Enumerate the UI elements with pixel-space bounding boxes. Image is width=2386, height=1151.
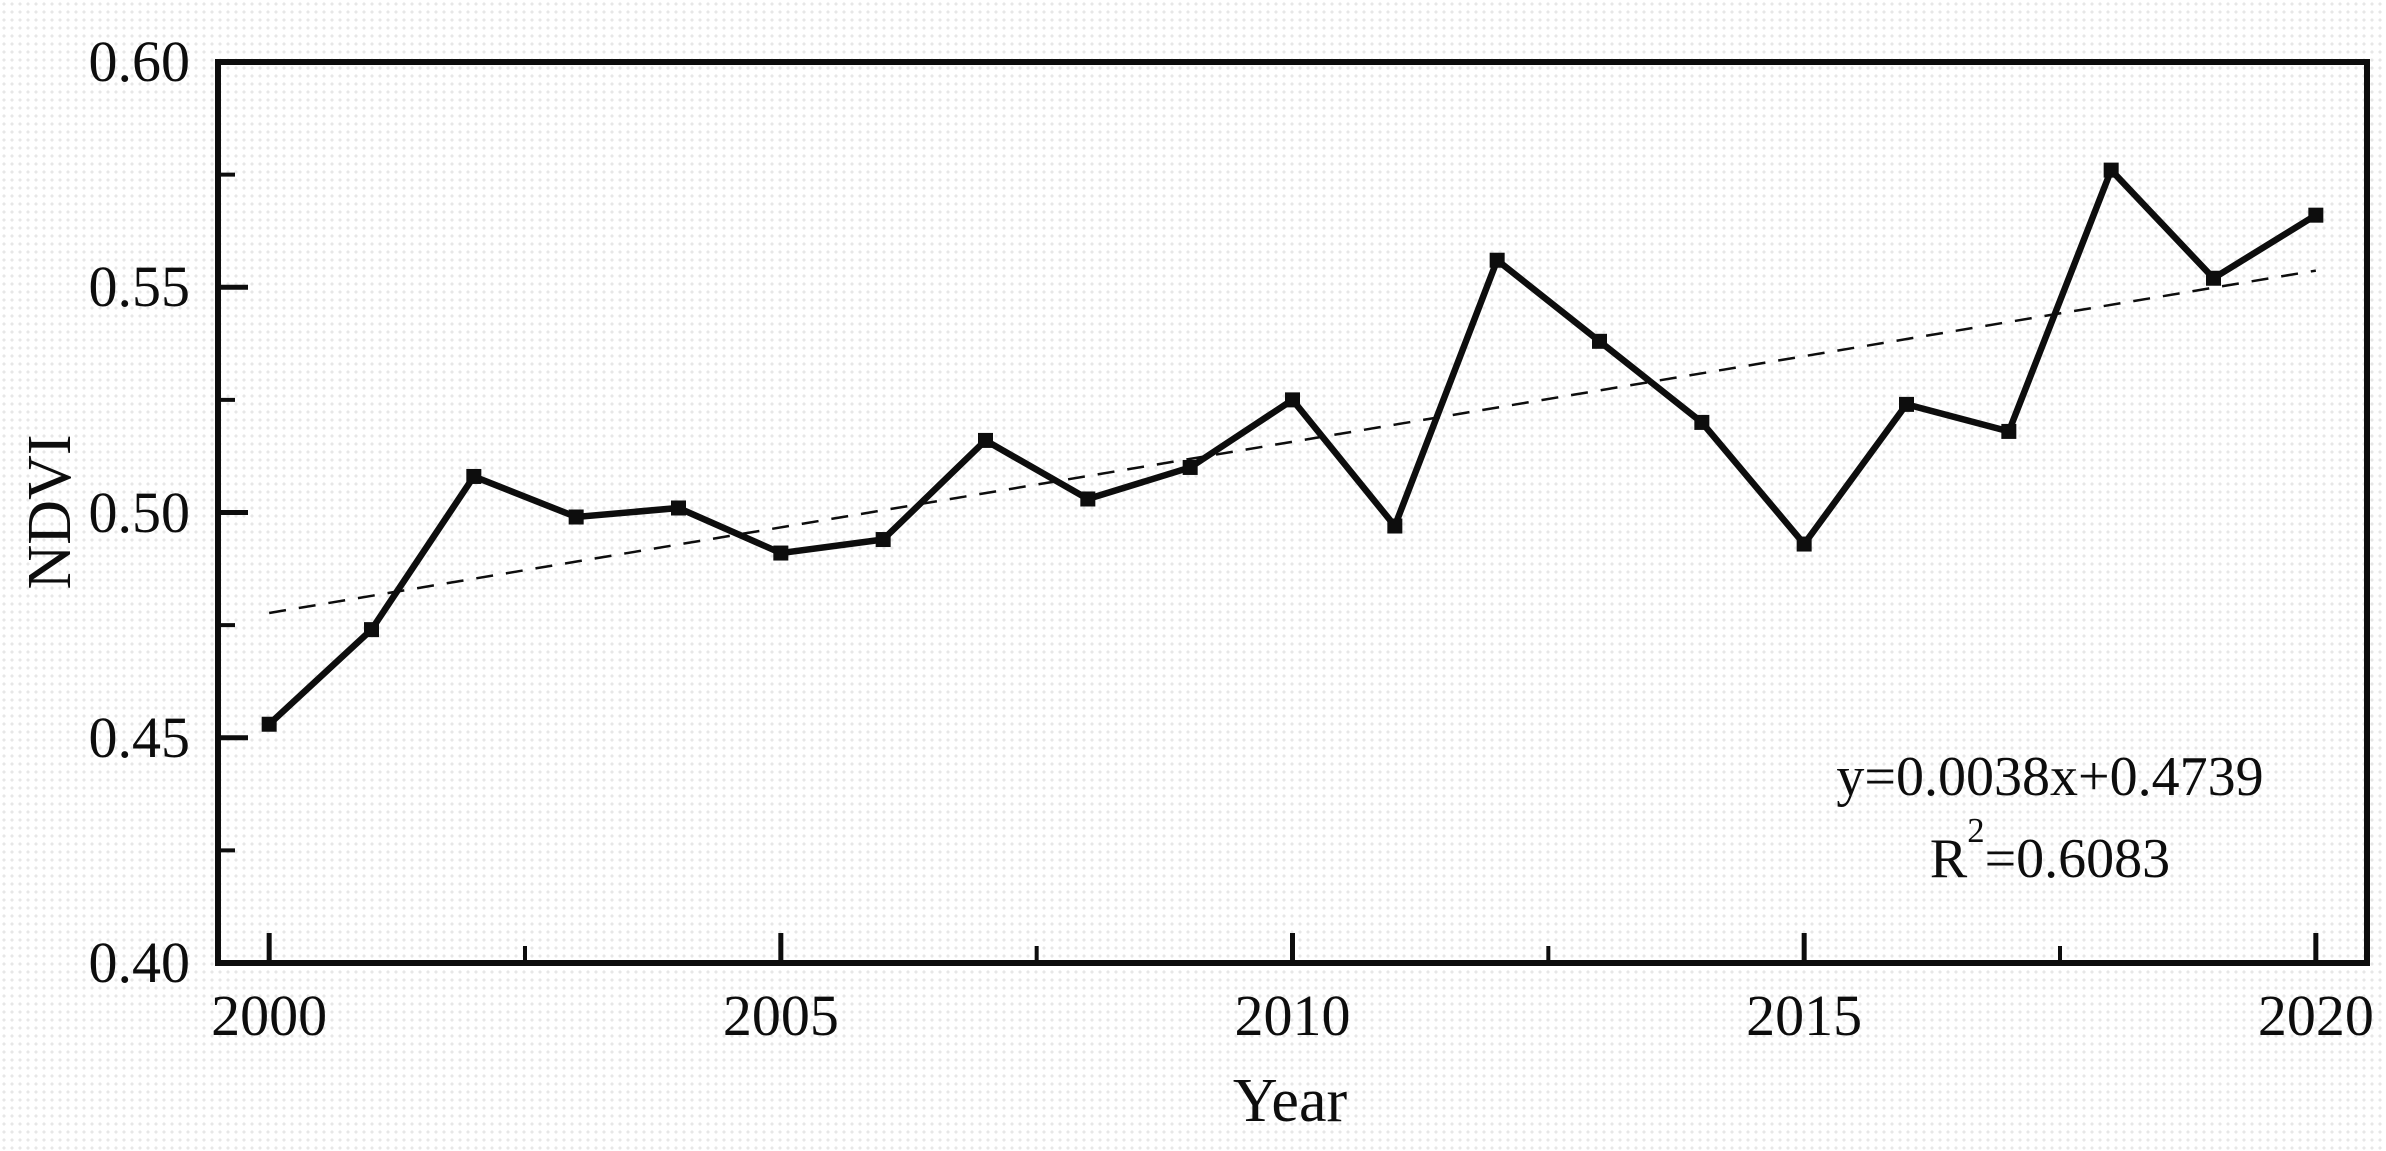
x-tick-label-2005: 2005: [722, 983, 839, 1048]
data-point-marker-2008: [1080, 491, 1096, 507]
x-tick-label-2020: 2020: [2257, 983, 2374, 1048]
data-point-marker-2004: [671, 500, 686, 516]
y-tick-label-0.45: 0.45: [88, 704, 191, 770]
r-squared-label: R2=0.6083: [1740, 813, 2360, 892]
data-point-marker-2017: [2001, 423, 2017, 439]
y-tick-label-0.55: 0.55: [88, 254, 191, 320]
data-point-marker-2005: [773, 545, 789, 561]
plot-frame: [215, 59, 2370, 966]
data-point-marker-2013: [1592, 333, 1607, 349]
data-point-marker-2019: [2206, 270, 2221, 286]
r-squared-exponent: 2: [1967, 810, 1985, 850]
data-point-marker-2015: [1796, 536, 1812, 552]
y-tick-label-0.50: 0.50: [88, 479, 191, 545]
x-axis-title: Year: [1232, 1067, 1348, 1135]
r-squared-base: R: [1929, 828, 1968, 890]
trend-equation-label: y=0.0038x+0.4739: [1836, 746, 2264, 808]
data-point-marker-2002: [466, 468, 482, 484]
x-tick-label-2015: 2015: [1746, 983, 1863, 1048]
data-point-marker-2016: [1899, 396, 1914, 412]
series-line: [266, 164, 2318, 727]
data-point-marker-2010: [1285, 392, 1300, 408]
x-tick-label-2010: 2010: [1234, 983, 1351, 1048]
data-point-marker-2020: [2308, 207, 2324, 223]
data-point-marker-2012: [1489, 252, 1505, 268]
data-point-marker-2006: [875, 532, 891, 548]
trend-line: [268, 269, 2317, 615]
data-point-marker-2001: [364, 622, 379, 638]
x-tick-label-2000: 2000: [211, 983, 328, 1048]
data-point-marker-2011: [1387, 518, 1403, 534]
data-point-marker-2009: [1182, 459, 1198, 475]
y-tick-label-0.60: 0.60: [88, 29, 191, 94]
data-point-marker-2003: [568, 509, 584, 525]
data-point-marker-2007: [978, 432, 993, 448]
y-tick-label-0.40: 0.40: [88, 930, 191, 995]
data-point-marker-2018: [2103, 162, 2119, 178]
data-point-marker-2000: [261, 716, 277, 732]
r-squared-value: =0.6083: [1984, 828, 2171, 890]
data-point-marker-2014: [1694, 414, 1710, 430]
